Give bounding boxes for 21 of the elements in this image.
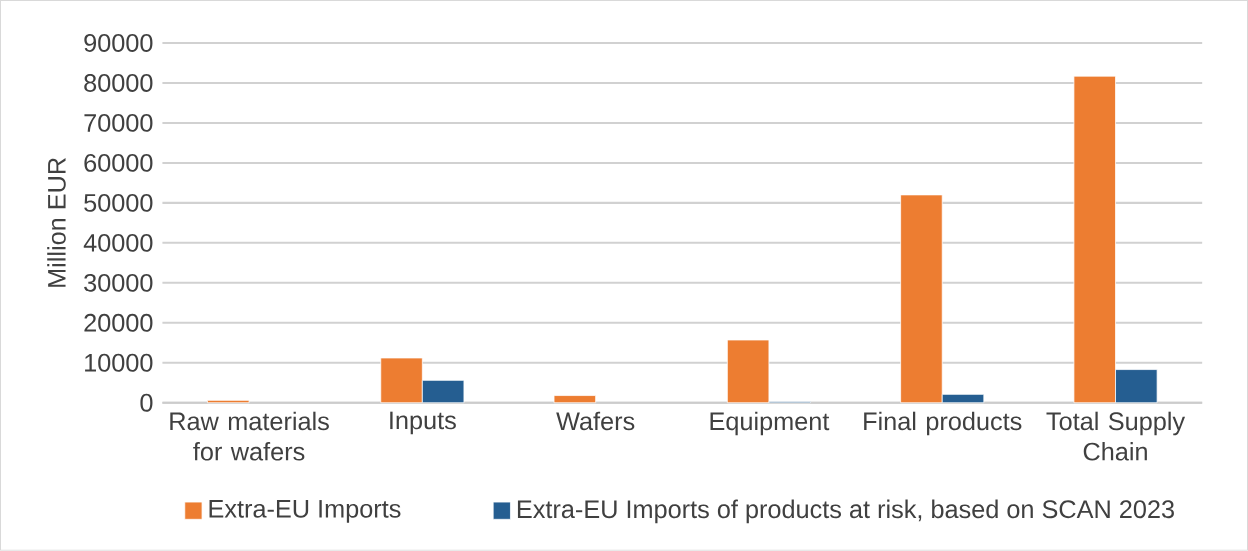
y-tick-label: 40000: [83, 234, 153, 252]
bar: [207, 400, 250, 404]
x-tick-label: Wafers: [556, 411, 635, 431]
x-tick-label: Equipment: [710, 411, 830, 436]
x-tick-label: Raw materials for wafers: [170, 411, 329, 461]
x-tick-label: Total Supply Chain: [1046, 411, 1186, 461]
y-tick-label: 10000: [85, 353, 153, 372]
y-tick-label: 20000: [84, 313, 153, 332]
y-tick-label: 30000: [84, 273, 153, 292]
y-tick-label: 50000: [84, 194, 153, 212]
y-tick-label: 80000: [84, 74, 153, 93]
legend-label: Extra-EU Imports: [209, 500, 401, 523]
y-tick-label: 70000: [84, 114, 153, 132]
y-tick-label: 0: [140, 393, 153, 412]
y-tick-label: 60000: [84, 154, 153, 172]
legend-label: Extra-EU Imports of products at risk, based on SCAN 2023: [517, 499, 1174, 524]
x-tick-label: Inputs: [390, 411, 456, 435]
y-tick-label: 90000: [84, 34, 153, 53]
x-tick-label: Final products: [864, 411, 1022, 436]
y-axis-title: Million EUR: [47, 158, 66, 287]
bar: [553, 395, 597, 404]
